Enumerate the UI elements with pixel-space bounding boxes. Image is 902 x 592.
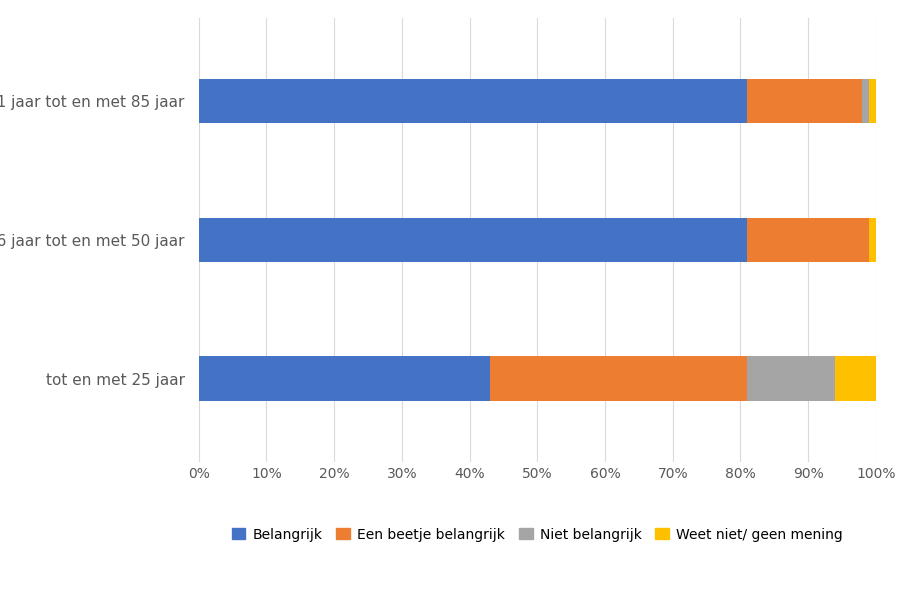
Legend: Belangrijk, Een beetje belangrijk, Niet belangrijk, Weet niet/ geen mening: Belangrijk, Een beetje belangrijk, Niet … [226,522,848,547]
Bar [746,79,861,123]
Bar [746,217,868,262]
Bar [198,356,489,401]
Bar [489,356,746,401]
Bar [746,356,834,401]
Bar [834,356,875,401]
Bar [198,79,746,123]
Bar [861,79,868,123]
Bar [868,217,875,262]
Bar [868,79,875,123]
Bar [198,217,746,262]
